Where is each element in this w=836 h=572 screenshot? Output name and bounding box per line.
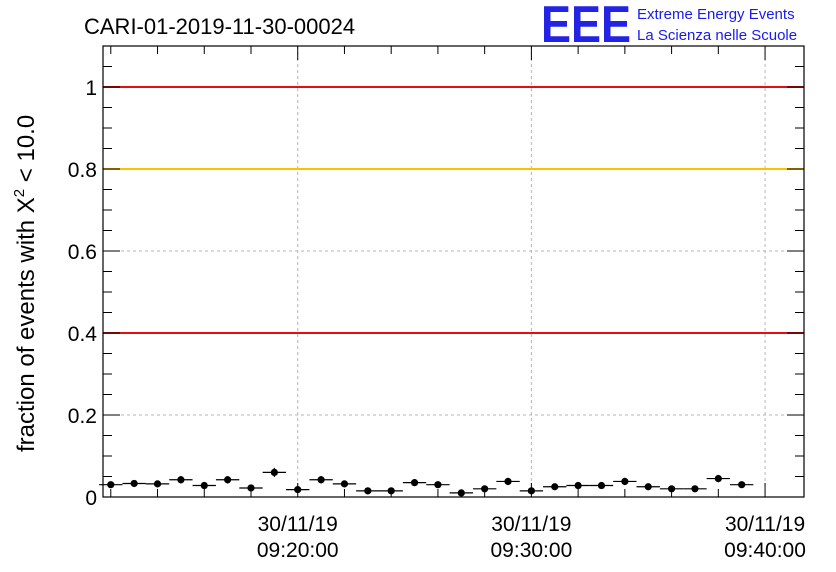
marker <box>364 487 372 495</box>
data-point <box>309 476 333 484</box>
y-axis-label-sup: 2 <box>11 189 28 197</box>
data-point <box>730 481 754 489</box>
marker <box>457 489 465 497</box>
y-axis-label-main: fraction of events with Χ <box>13 197 40 452</box>
data-point <box>613 477 637 486</box>
data-point <box>636 483 660 491</box>
y-axis-label: fraction of events with Χ2 < 10.0 <box>11 115 40 452</box>
data-point <box>99 481 123 489</box>
marker <box>224 476 232 484</box>
axes <box>102 45 805 498</box>
marker <box>317 476 325 484</box>
x-tick-label-time: 09:30:00 <box>491 539 573 562</box>
data-points <box>99 467 754 497</box>
eee-logo-mark: EEE <box>541 0 631 54</box>
marker <box>177 476 185 484</box>
reference-lines <box>103 86 804 334</box>
x-tick-label-time: 09:40:00 <box>724 539 806 562</box>
y-tick-label: 0.4 <box>68 323 98 346</box>
y-tick-label: 0.2 <box>68 405 97 428</box>
plot-frame <box>102 45 805 498</box>
x-tick-label-date: 30/11/19 <box>491 513 571 536</box>
data-point <box>192 481 216 490</box>
data-point <box>379 487 403 495</box>
marker <box>153 480 162 488</box>
marker <box>200 481 208 490</box>
marker <box>270 468 278 476</box>
marker <box>481 485 489 493</box>
marker <box>667 485 676 493</box>
marker <box>621 477 629 486</box>
eee-logo-line2: La Scienza nelle Scuole <box>637 27 797 44</box>
marker <box>340 480 349 488</box>
data-point <box>519 487 544 495</box>
marker <box>387 487 395 495</box>
marker <box>714 474 722 483</box>
marker <box>551 483 559 491</box>
y-tick-label: 0.8 <box>68 159 97 182</box>
data-point <box>145 480 170 488</box>
marker <box>574 481 582 490</box>
data-point <box>286 486 310 494</box>
y-axis-label-tail: < 10.0 <box>13 115 40 189</box>
marker <box>597 481 606 490</box>
eee-logo-line1: Extreme Energy Events <box>637 6 795 23</box>
data-point <box>683 485 707 493</box>
x-tick-label-date: 30/11/19 <box>725 513 805 536</box>
marker <box>504 477 512 486</box>
data-point <box>239 484 263 492</box>
marker <box>294 486 302 494</box>
y-tick-label: 0 <box>85 487 97 510</box>
data-point <box>589 481 614 490</box>
data-point <box>169 476 193 484</box>
x-tick-label-date: 30/11/19 <box>258 513 338 536</box>
marker <box>644 483 652 491</box>
marker <box>691 485 699 493</box>
eee-logo: EEE Extreme Energy Events La Scienza nel… <box>541 0 797 54</box>
data-point <box>496 477 520 486</box>
marker <box>434 481 442 489</box>
data-point <box>449 489 473 497</box>
data-point <box>543 483 567 491</box>
data-point <box>122 479 146 488</box>
marker <box>738 481 746 489</box>
y-tick-labels: 0 0.2 0.4 0.6 0.8 1 <box>68 77 98 510</box>
data-point <box>215 476 240 484</box>
marker <box>130 479 138 488</box>
data-point <box>472 485 497 493</box>
data-point <box>659 485 684 493</box>
data-point <box>332 480 357 488</box>
marker <box>410 479 419 487</box>
x-tick-labels: 30/11/19 09:20:00 30/11/19 09:30:00 30/11/19… <box>257 513 806 562</box>
grid <box>103 46 804 497</box>
marker <box>247 484 255 492</box>
chart-title: CARI-01-2019-11-30-00024 <box>84 14 355 39</box>
data-point <box>566 481 590 490</box>
y-tick-label: 1 <box>85 77 97 100</box>
data-point <box>706 474 731 483</box>
y-tick-label: 0.6 <box>68 241 97 264</box>
marker <box>527 487 535 495</box>
data-point <box>402 479 427 487</box>
marker <box>107 481 115 489</box>
data-point <box>356 487 380 495</box>
data-point <box>262 467 287 477</box>
data-point <box>426 481 450 489</box>
x-tick-label-time: 09:20:00 <box>257 539 339 562</box>
